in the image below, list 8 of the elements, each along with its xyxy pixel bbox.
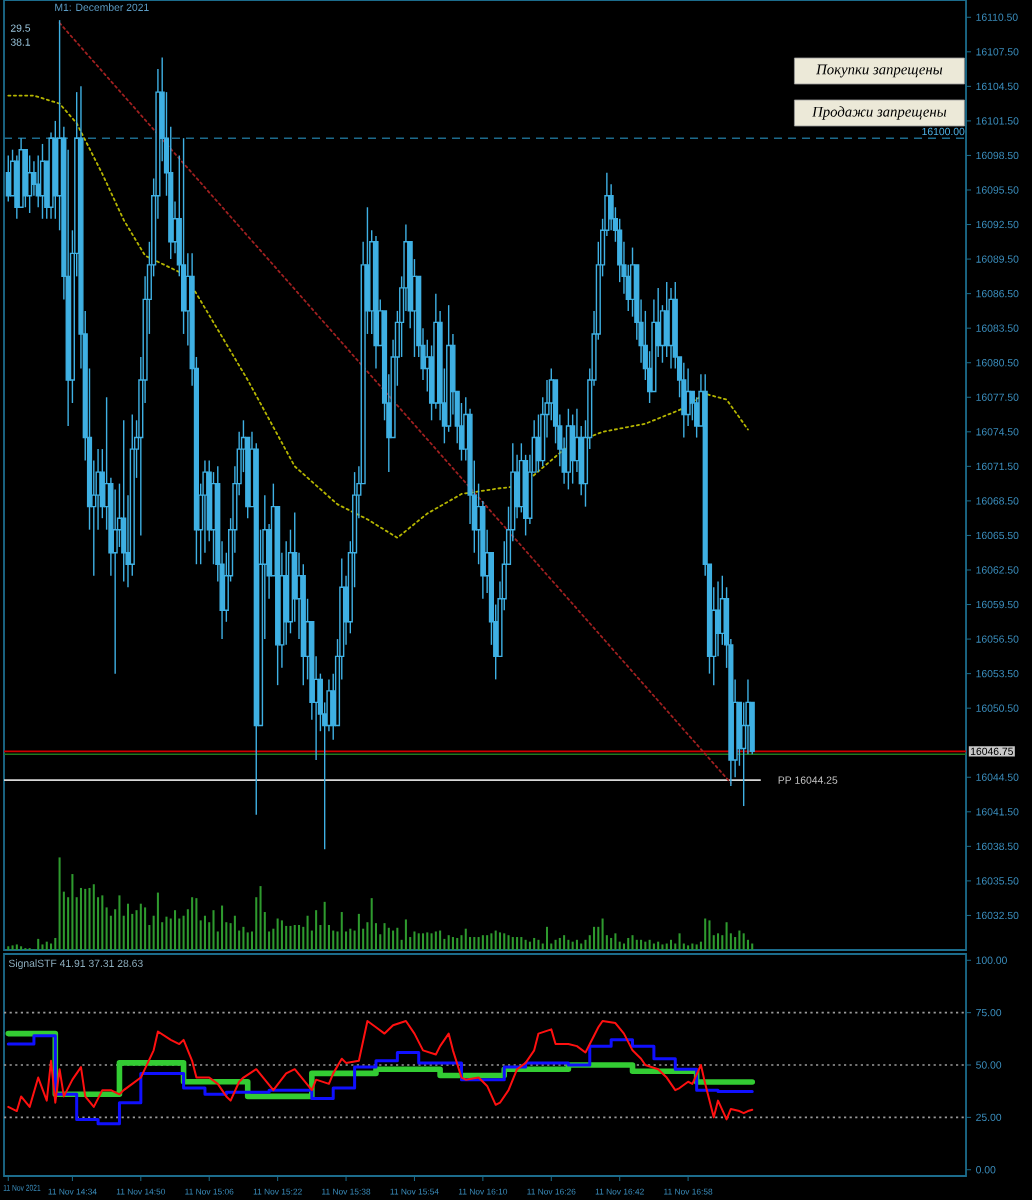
candlestick bbox=[121, 419, 127, 583]
candlestick bbox=[14, 154, 20, 220]
line-series bbox=[7, 94, 749, 539]
line-series bbox=[7, 1020, 754, 1121]
candlestick bbox=[681, 362, 687, 439]
candlestick bbox=[741, 701, 747, 807]
candlestick bbox=[31, 160, 37, 197]
candlestick bbox=[112, 488, 118, 675]
